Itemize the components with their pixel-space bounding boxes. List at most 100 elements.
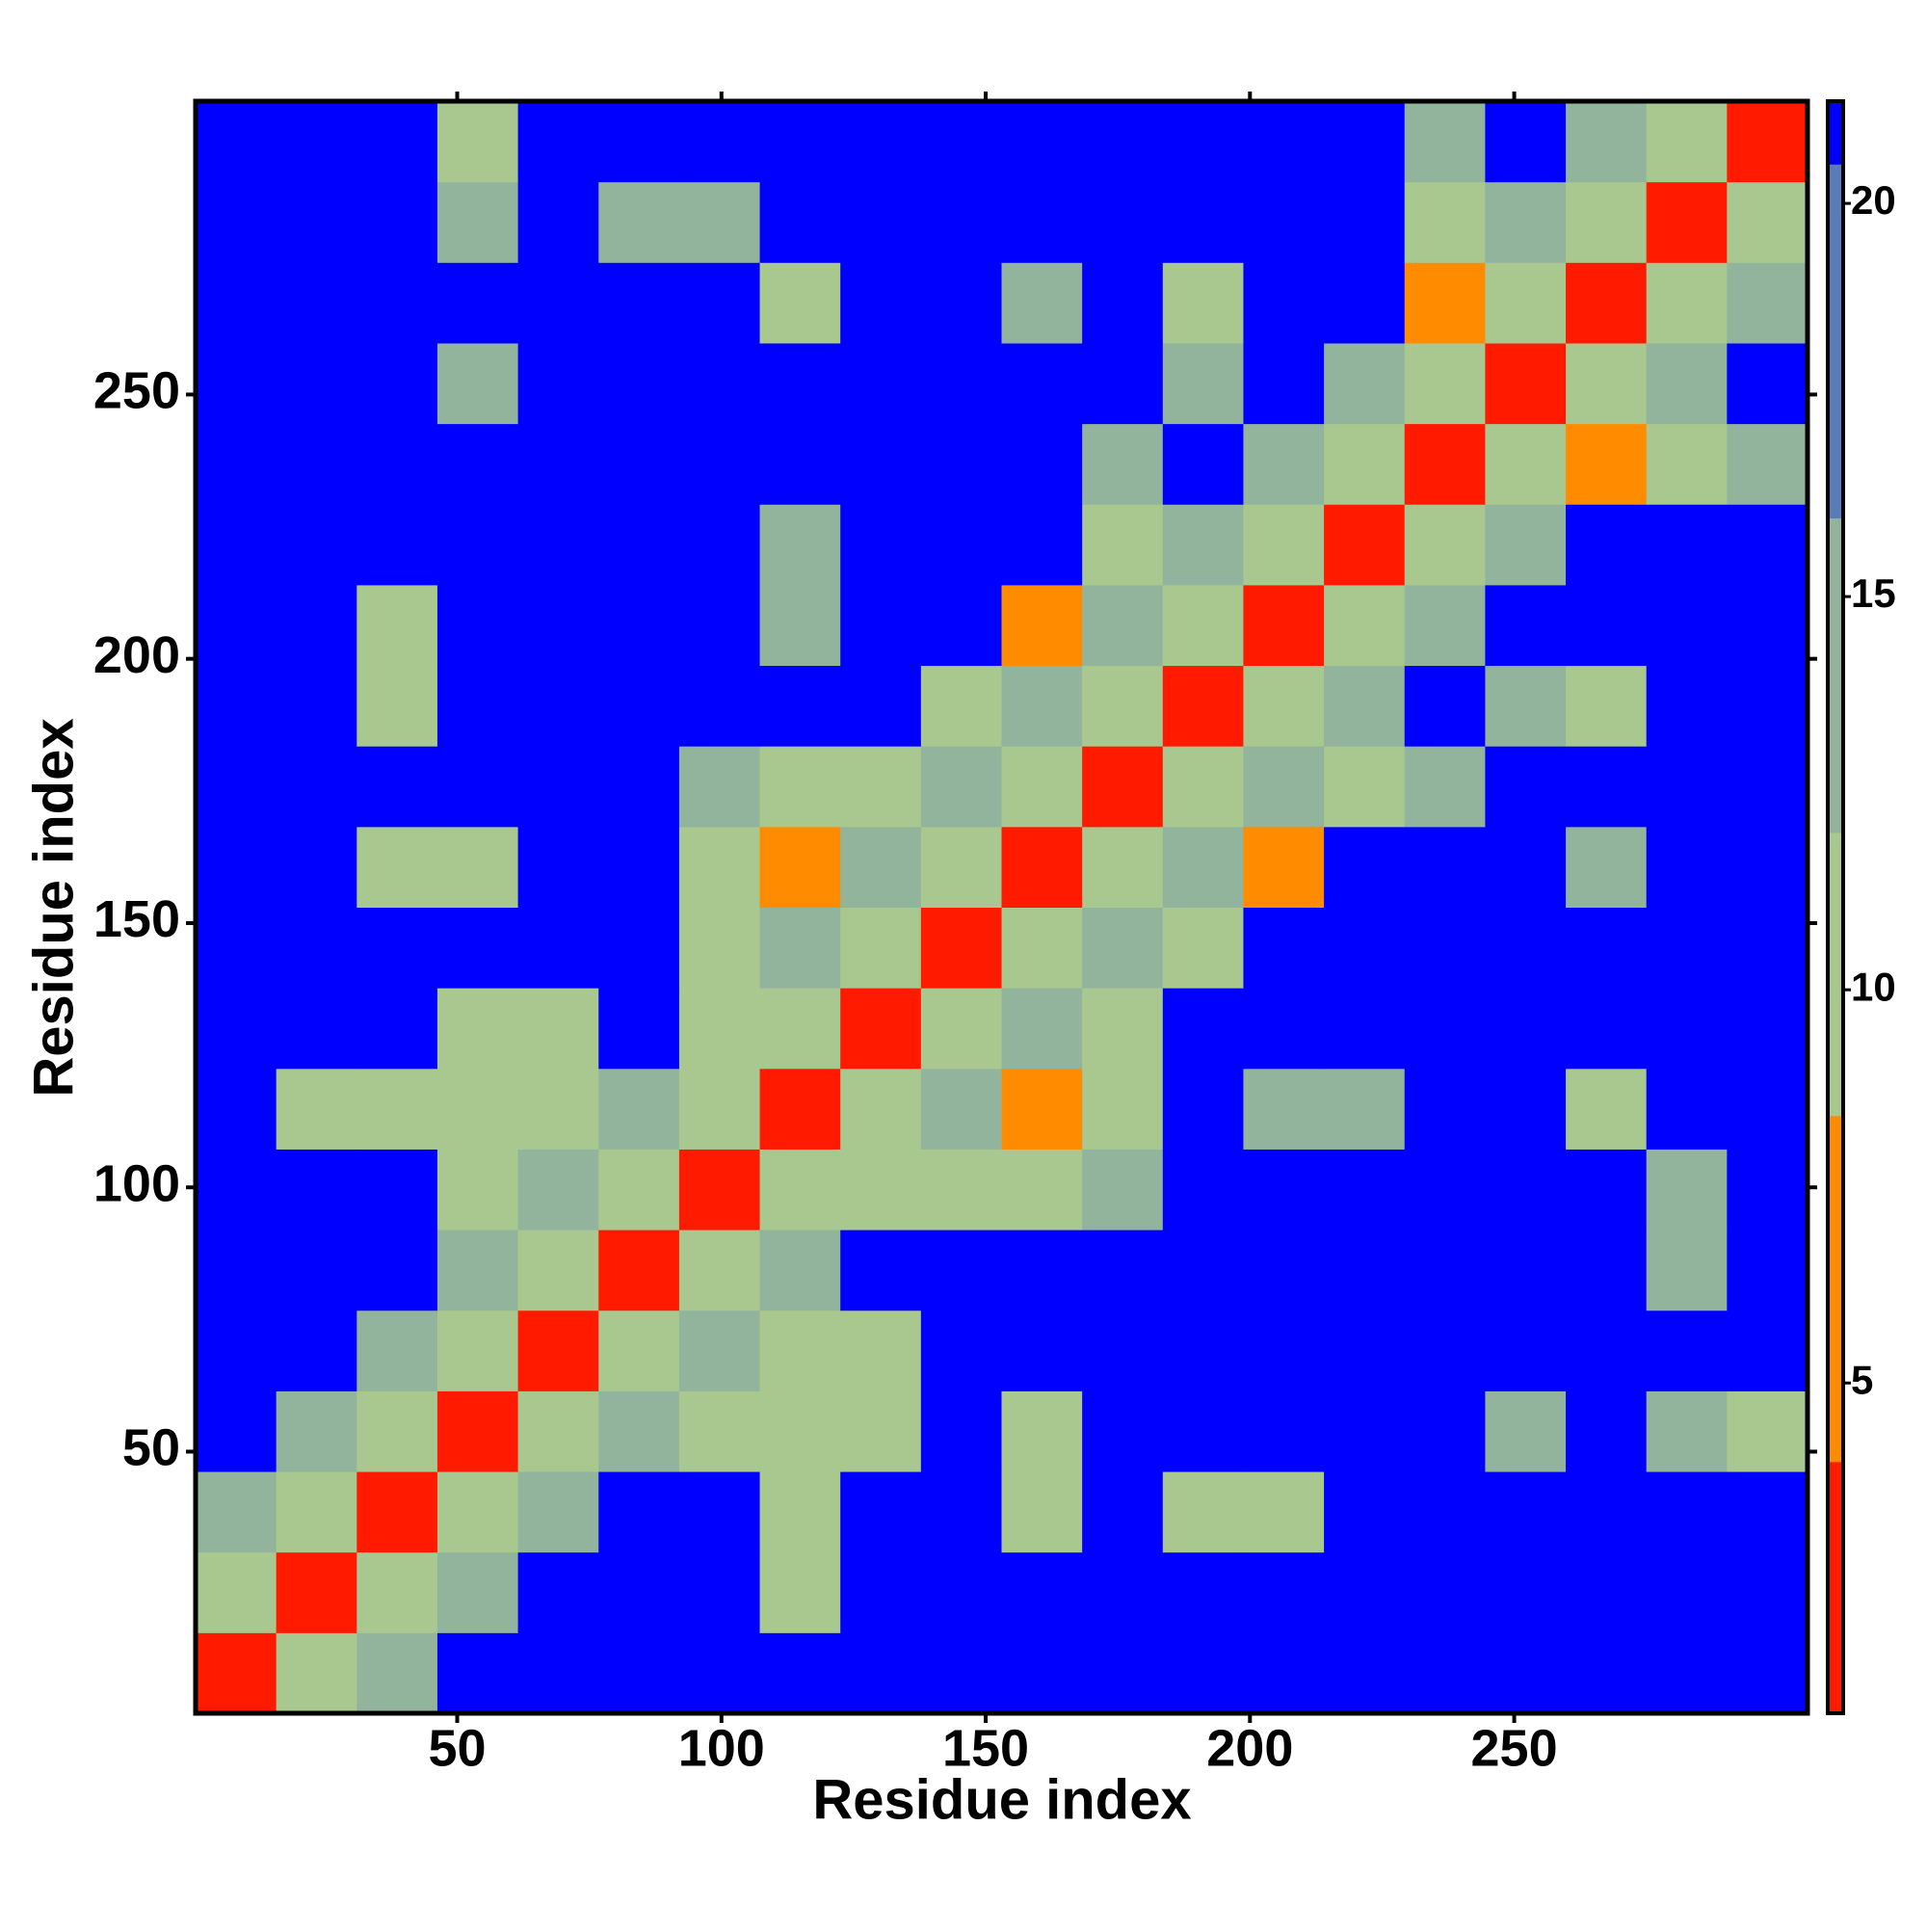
heatmap-cell: [1566, 584, 1648, 667]
heatmap-cell: [759, 907, 841, 989]
heatmap-cell: [1162, 584, 1244, 667]
heatmap-cell: [196, 101, 277, 183]
heatmap-cell: [1485, 1632, 1567, 1714]
heatmap-cell: [436, 262, 519, 344]
heatmap-cell: [840, 907, 922, 989]
colorbar-frame: [1826, 99, 1845, 1715]
heatmap-cell: [1646, 1310, 1728, 1391]
heatmap-cell: [678, 101, 761, 183]
heatmap-cell: [840, 423, 922, 505]
heatmap-cell: [1485, 746, 1567, 828]
heatmap-cell: [1566, 181, 1648, 263]
heatmap-cell: [1243, 1230, 1325, 1311]
heatmap-cell: [1404, 342, 1486, 425]
heatmap-cell: [1404, 907, 1486, 989]
heatmap-cell: [276, 665, 357, 747]
heatmap-cell: [276, 826, 357, 908]
heatmap-cell: [1243, 1068, 1325, 1150]
heatmap-cell: [759, 665, 841, 747]
heatmap-cell: [678, 342, 761, 425]
heatmap-cell: [1727, 1471, 1808, 1553]
heatmap-cell: [196, 665, 277, 747]
heatmap-cell: [1162, 1551, 1244, 1633]
heatmap-cell: [1727, 1068, 1808, 1150]
colorbar-band: [1828, 832, 1843, 1117]
heatmap-cell: [196, 1068, 277, 1150]
heatmap-cell: [1566, 988, 1648, 1070]
heatmap-cell: [1485, 342, 1567, 425]
heatmap-cell: [678, 826, 761, 908]
heatmap-cell: [759, 746, 841, 828]
heatmap-cell: [1485, 504, 1567, 586]
heatmap-cell: [920, 746, 1002, 828]
heatmap-cell: [920, 1632, 1002, 1714]
heatmap-cell: [1404, 1230, 1486, 1311]
heatmap-cell: [1162, 1471, 1244, 1553]
heatmap-cell: [920, 1471, 1002, 1553]
heatmap-cell: [759, 101, 841, 183]
heatmap-cell: [1727, 1310, 1808, 1391]
heatmap-cell: [840, 1149, 922, 1231]
x-tick-label: 250: [1471, 1719, 1558, 1777]
heatmap-cell: [1646, 262, 1728, 344]
heatmap-cell: [1243, 262, 1325, 344]
heatmap-cell: [1566, 1471, 1648, 1553]
heatmap-cell: [598, 584, 680, 667]
heatmap-cell: [517, 988, 599, 1070]
heatmap-cell: [196, 1390, 277, 1472]
heatmap-cell: [1727, 826, 1808, 908]
heatmap-cell: [678, 988, 761, 1070]
heatmap-cell: [1566, 1310, 1648, 1391]
heatmap-cell: [436, 1310, 519, 1391]
heatmap-cell: [759, 1310, 841, 1391]
heatmap-cell: [356, 1068, 438, 1150]
heatmap-cell: [1404, 1632, 1486, 1714]
heatmap-cell: [1727, 1230, 1808, 1311]
heatmap-cell: [356, 1390, 438, 1472]
heatmap-cell: [1485, 101, 1567, 183]
heatmap-cell: [1485, 1551, 1567, 1633]
heatmap-cell: [1324, 665, 1406, 747]
heatmap-cell: [1082, 1230, 1164, 1311]
heatmap-cell: [1646, 1068, 1728, 1150]
heatmap-cell: [356, 1310, 438, 1391]
heatmap-cell: [1243, 907, 1325, 989]
heatmap-cell: [1082, 342, 1164, 425]
heatmap-cell: [840, 1068, 922, 1150]
heatmap-cell: [1324, 1551, 1406, 1633]
heatmap-cell: [920, 1230, 1002, 1311]
heatmap-cell: [678, 262, 761, 344]
heatmap-cell: [1082, 1310, 1164, 1391]
heatmap-cell: [436, 746, 519, 828]
heatmap-cell: [1162, 262, 1244, 344]
heatmap-cell: [598, 1310, 680, 1391]
heatmap-cell: [759, 504, 841, 586]
plot-frame: [193, 98, 1810, 1716]
heatmap-cell: [196, 907, 277, 989]
heatmap-cell: [759, 1471, 841, 1553]
heatmap-cell: [598, 342, 680, 425]
heatmap-cell: [1324, 988, 1406, 1070]
heatmap-cell: [436, 988, 519, 1070]
heatmap-cell: [840, 504, 922, 586]
y-tick-label: 100: [93, 1154, 180, 1212]
heatmap-cell: [1404, 746, 1486, 828]
heatmap-cell: [1001, 1230, 1083, 1311]
heatmap-cell: [678, 1068, 761, 1150]
heatmap-cell: [196, 181, 277, 263]
heatmap-cell: [678, 181, 761, 263]
heatmap-cell: [1485, 1149, 1567, 1231]
heatmap-cell: [1646, 181, 1728, 263]
heatmap-cell: [840, 342, 922, 425]
heatmap-cell: [1162, 1632, 1244, 1714]
heatmap-cell: [840, 1551, 922, 1633]
heatmap-cell: [356, 1230, 438, 1311]
heatmap-cell: [517, 1471, 599, 1553]
heatmap-cell: [1001, 746, 1083, 828]
heatmap-cell: [356, 1471, 438, 1553]
heatmap-cell: [920, 665, 1002, 747]
heatmap-cell: [598, 101, 680, 183]
heatmap-cell: [1001, 907, 1083, 989]
heatmap-cell: [436, 423, 519, 505]
heatmap-cell: [1324, 1471, 1406, 1553]
